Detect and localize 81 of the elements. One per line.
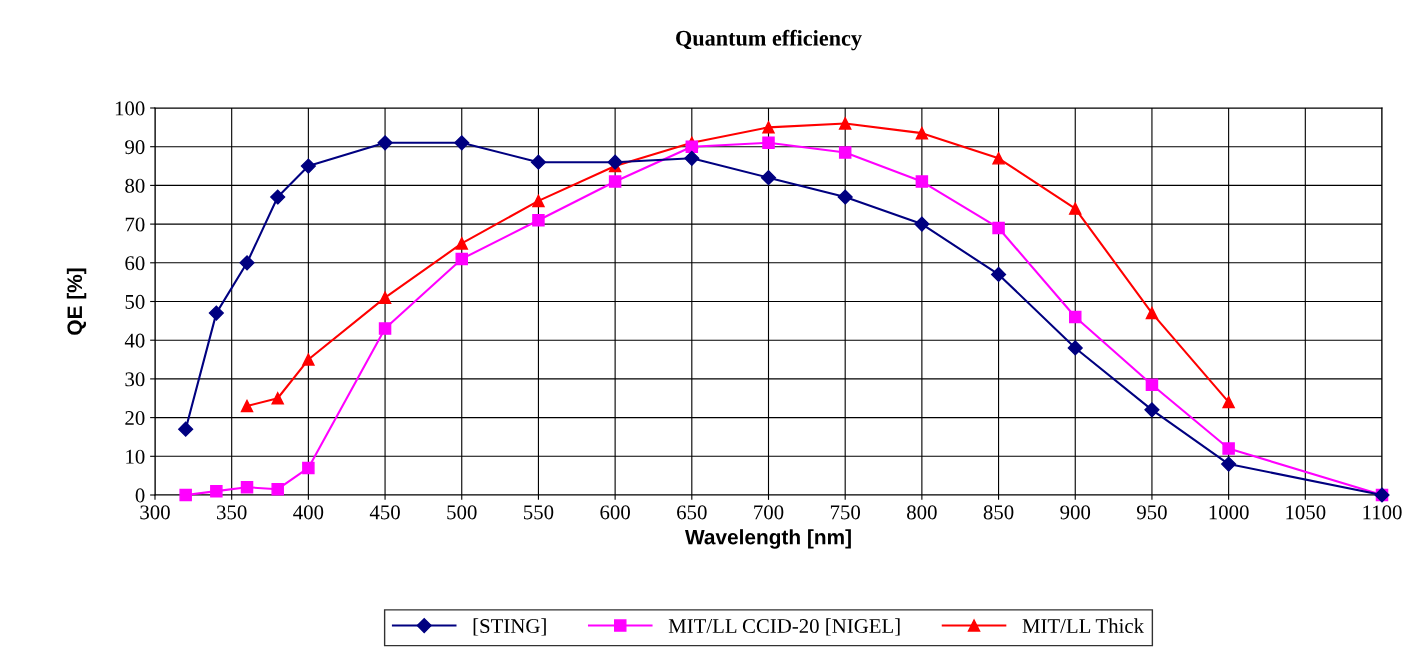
point — [607, 154, 623, 170]
x-tick-label: 750 — [830, 505, 861, 520]
point — [271, 482, 284, 496]
y-tick-label: 100 — [115, 101, 145, 116]
point — [684, 150, 700, 166]
point — [240, 481, 254, 494]
x-tick-label: 300 — [140, 505, 170, 520]
point — [454, 135, 470, 151]
x-tick-label: 1050 — [1286, 505, 1326, 520]
point — [532, 213, 545, 227]
point — [915, 126, 929, 140]
point — [178, 421, 194, 437]
point — [1221, 456, 1237, 472]
point — [1144, 402, 1160, 418]
x-tick-label: 800 — [907, 505, 937, 520]
point — [532, 194, 545, 208]
y-tick-label: 0 — [135, 488, 145, 503]
point — [208, 305, 224, 321]
point — [1222, 442, 1235, 455]
point — [838, 117, 852, 130]
chart-title: Quantum efficiency — [676, 29, 862, 51]
legend-label: MIT/LL Thick — [1022, 618, 1145, 634]
y-tick-label: 70 — [125, 217, 145, 232]
point — [210, 484, 223, 498]
point — [378, 322, 392, 335]
x-tick-label: 450 — [369, 505, 400, 520]
y-tick-label: 80 — [125, 178, 145, 193]
y-tick-label: 90 — [125, 140, 145, 155]
x-tick-label: 950 — [1136, 505, 1167, 520]
x-tick-label: 700 — [754, 505, 784, 520]
point — [992, 221, 1005, 235]
x-tick-label: 650 — [677, 505, 707, 520]
point — [378, 291, 392, 304]
y-tick-label: 40 — [124, 333, 145, 348]
point — [239, 255, 255, 271]
point — [762, 136, 775, 150]
x-tick-label: 400 — [293, 505, 324, 520]
point — [455, 252, 469, 266]
x-tick-label: 900 — [1060, 505, 1091, 520]
y-axis-title: QE [%] — [66, 268, 87, 335]
point — [300, 158, 316, 174]
x-axis-title: Wavelength [nm] — [685, 529, 851, 549]
point — [762, 121, 775, 134]
point — [271, 391, 284, 405]
x-tick-label: 550 — [524, 505, 554, 520]
y-tick-label: 50 — [125, 294, 145, 309]
point — [838, 146, 852, 159]
point — [1222, 395, 1235, 409]
point — [992, 152, 1005, 165]
y-tick-label: 60 — [125, 256, 145, 271]
point — [1068, 310, 1082, 324]
point — [270, 189, 286, 205]
point — [914, 216, 930, 232]
point — [1145, 378, 1159, 391]
point — [685, 140, 699, 153]
legend-label: MIT/LL CCID-20 [NIGEL] — [668, 618, 900, 636]
legend-label: [STING] — [473, 618, 546, 636]
y-tick-label: 30 — [125, 372, 145, 387]
y-tick-label: 20 — [125, 410, 145, 426]
x-tick-label: 500 — [447, 505, 477, 520]
point — [302, 353, 315, 366]
point — [915, 175, 929, 188]
point — [1067, 340, 1083, 356]
x-tick-label: 1000 — [1209, 505, 1249, 520]
x-tick-label: 350 — [217, 505, 247, 520]
point — [377, 135, 393, 151]
point — [837, 189, 853, 205]
point — [302, 461, 315, 475]
x-tick-label: 850 — [983, 505, 1014, 520]
point — [1068, 202, 1082, 215]
x-tick-label: 1100 — [1363, 505, 1402, 520]
point — [760, 170, 777, 186]
point — [530, 154, 547, 170]
point — [179, 488, 192, 502]
point — [608, 175, 622, 188]
point — [240, 399, 254, 413]
point — [990, 266, 1007, 282]
y-tick-label: 10 — [126, 449, 145, 464]
point — [1145, 306, 1159, 320]
x-tick-label: 600 — [600, 505, 630, 520]
point — [455, 237, 469, 250]
